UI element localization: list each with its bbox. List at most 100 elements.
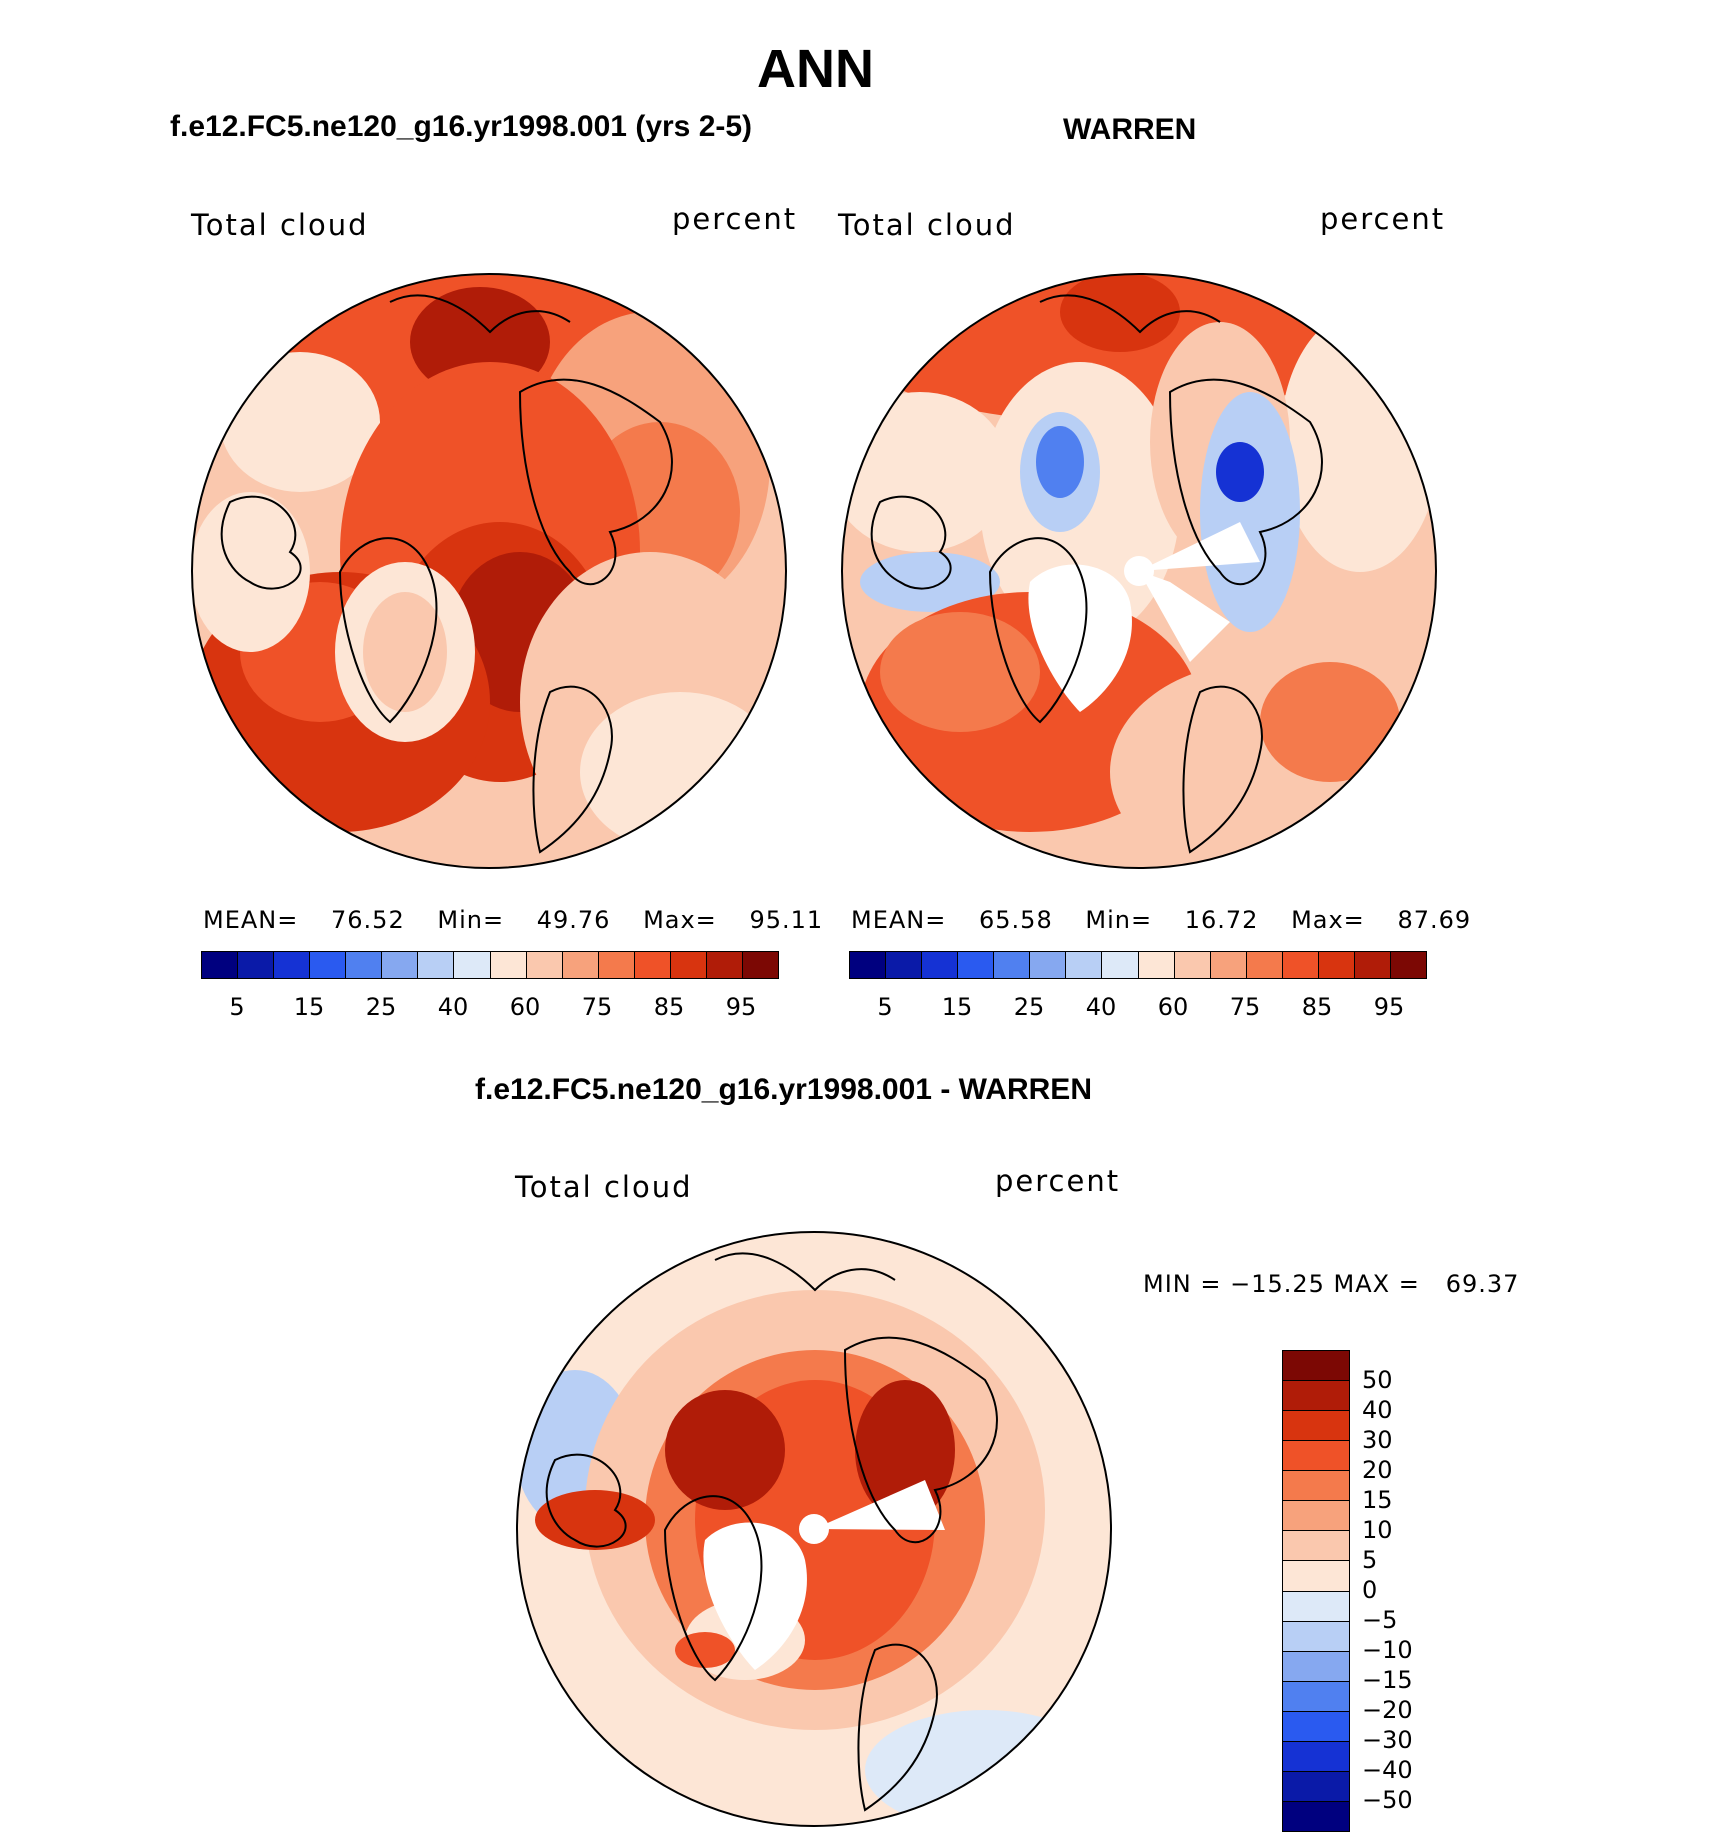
panel2-max-value: 87.69 bbox=[1397, 906, 1472, 934]
diff-colorbar-swatch bbox=[1283, 1501, 1349, 1532]
panel2-colorbar-swatch bbox=[922, 952, 959, 978]
diff-colorbar-tick-label: 15 bbox=[1362, 1486, 1393, 1514]
diff-colorbar-swatch bbox=[1283, 1621, 1349, 1652]
diff-colorbar-swatch bbox=[1283, 1381, 1349, 1412]
panel2-colorbar-swatch bbox=[1102, 952, 1139, 978]
panel1-colorbar-tick-label: 95 bbox=[725, 993, 757, 1021]
panel1-colorbar-swatch bbox=[274, 952, 311, 978]
panel1-colorbar-swatch bbox=[706, 952, 743, 978]
diff-colorbar-tick-label: −50 bbox=[1362, 1786, 1413, 1814]
diff-units-label: percent bbox=[995, 1164, 1121, 1198]
diff-colorbar-swatch bbox=[1283, 1651, 1349, 1682]
panel1-colorbar-swatch bbox=[346, 952, 383, 978]
diff-colorbar-tick-label: 10 bbox=[1362, 1516, 1393, 1544]
panel2-colorbar-tick-label: 75 bbox=[1229, 993, 1261, 1021]
panel2-colorbar-tick-label: 5 bbox=[877, 993, 893, 1021]
panel2-colorbar-swatch bbox=[1030, 952, 1067, 978]
panel2-max-label: Max= bbox=[1291, 906, 1365, 934]
panel1-colorbar-swatch bbox=[310, 952, 347, 978]
diff-colorbar-tick-label: 50 bbox=[1362, 1366, 1393, 1394]
diff-colorbar-swatch bbox=[1283, 1441, 1349, 1472]
panel1-units-label: percent bbox=[672, 202, 798, 236]
panel2-units-label: percent bbox=[1320, 202, 1446, 236]
panel2-min-value: 16.72 bbox=[1184, 906, 1259, 934]
panel1-colorbar-tick-label: 40 bbox=[437, 993, 469, 1021]
diff-colorbar-tick-label: −30 bbox=[1362, 1726, 1413, 1754]
diff-colorbar-tick-label: 40 bbox=[1362, 1396, 1393, 1424]
panel1-mean-label: MEAN= bbox=[203, 906, 299, 934]
panel1-min-value: 49.76 bbox=[536, 906, 611, 934]
panel2-colorbar-swatch bbox=[1282, 952, 1319, 978]
diff-minmax-label: MIN = −15.25 MAX = 69.37 bbox=[1143, 1270, 1520, 1298]
panel1-colorbar-swatch bbox=[490, 952, 527, 978]
panel1-colorbar-swatch bbox=[454, 952, 491, 978]
panel1-min-label: Min= bbox=[437, 906, 505, 934]
panel2-colorbar-swatch bbox=[1066, 952, 1103, 978]
diff-colorbar-tick-label: −20 bbox=[1362, 1696, 1413, 1724]
panel2-mean-label: MEAN= bbox=[851, 906, 947, 934]
panel1-polar-map bbox=[191, 273, 787, 869]
panel1-colorbar-tick-label: 75 bbox=[581, 993, 613, 1021]
panel1-colorbar-tick-label: 25 bbox=[365, 993, 397, 1021]
panel1-colorbar-swatch bbox=[598, 952, 635, 978]
panel2-colorbar-swatch bbox=[1390, 952, 1426, 978]
diff-colorbar-swatch bbox=[1283, 1681, 1349, 1712]
diff-colorbar-swatch bbox=[1283, 1561, 1349, 1592]
panel1-colorbar-swatch bbox=[382, 952, 419, 978]
panel2-colorbar-swatch bbox=[994, 952, 1031, 978]
panel1-colorbar-swatch bbox=[526, 952, 563, 978]
diff-colorbar-swatch bbox=[1283, 1591, 1349, 1622]
diff-colorbar-tick-label: 30 bbox=[1362, 1426, 1393, 1454]
panel1-colorbar-tick-label: 15 bbox=[293, 993, 325, 1021]
diff-colorbar-swatch bbox=[1283, 1801, 1349, 1831]
panel2-colorbar-swatch bbox=[886, 952, 923, 978]
diff-colorbar-tick-label: 0 bbox=[1362, 1576, 1378, 1604]
panel1-colorbar-tick-label: 60 bbox=[509, 993, 541, 1021]
panel1-colorbar-swatch bbox=[742, 952, 778, 978]
panel2-mean-value: 65.58 bbox=[979, 906, 1053, 934]
panel2-colorbar-tick-label: 25 bbox=[1013, 993, 1045, 1021]
panel2-colorbar-tick-label: 85 bbox=[1301, 993, 1333, 1021]
diff-colorbar-tick-label: 5 bbox=[1362, 1546, 1378, 1574]
panel2-colorbar-swatch bbox=[1354, 952, 1391, 978]
panel1-max-value: 95.11 bbox=[749, 906, 824, 934]
panel1-colorbar bbox=[201, 951, 779, 979]
diff-polar-map bbox=[516, 1231, 1112, 1827]
panel2-colorbar-swatch bbox=[850, 952, 887, 978]
diff-colorbar-swatch bbox=[1283, 1711, 1349, 1742]
diff-colorbar-tick-label: −40 bbox=[1362, 1756, 1413, 1784]
diff-colorbar-swatch bbox=[1283, 1411, 1349, 1442]
panel1-colorbar-tick-label: 5 bbox=[229, 993, 245, 1021]
panel1-mean-value: 76.52 bbox=[331, 906, 405, 934]
diff-colorbar-swatch bbox=[1283, 1771, 1349, 1802]
panel2-colorbar-swatch bbox=[1174, 952, 1211, 978]
panel1-colorbar-swatch bbox=[418, 952, 455, 978]
figure-title: ANN bbox=[757, 39, 874, 99]
diff-colorbar-swatch bbox=[1283, 1351, 1349, 1382]
panel1-colorbar-swatch bbox=[238, 952, 275, 978]
panel1-heading: f.e12.FC5.ne120_g16.yr1998.001 (yrs 2-5) bbox=[170, 110, 753, 143]
diff-colorbar-tick-label: 20 bbox=[1362, 1456, 1393, 1484]
diff-colorbar-swatch bbox=[1283, 1531, 1349, 1562]
diff-heading: f.e12.FC5.ne120_g16.yr1998.001 - WARREN bbox=[475, 1073, 1092, 1106]
panel2-min-label: Min= bbox=[1085, 906, 1153, 934]
panel1-colorbar-swatch bbox=[562, 952, 599, 978]
panel1-variable-label: Total cloud bbox=[191, 208, 369, 242]
panel2-colorbar-swatch bbox=[1246, 952, 1283, 978]
panel2-polar-map bbox=[841, 273, 1437, 869]
panel1-max-label: Max= bbox=[643, 906, 717, 934]
diff-colorbar-tick-label: −5 bbox=[1362, 1606, 1398, 1634]
panel2-variable-label: Total cloud bbox=[838, 208, 1016, 242]
panel1-colorbar-tick-label: 85 bbox=[653, 993, 685, 1021]
panel2-colorbar-swatch bbox=[1318, 952, 1355, 978]
panel2-colorbar-tick-label: 60 bbox=[1157, 993, 1189, 1021]
diff-colorbar-tick-label: −10 bbox=[1362, 1636, 1413, 1664]
diff-colorbar-tick-label: −15 bbox=[1362, 1666, 1413, 1694]
panel2-colorbar-tick-label: 15 bbox=[941, 993, 973, 1021]
panel1-colorbar-swatch bbox=[670, 952, 707, 978]
diff-colorbar-swatch bbox=[1283, 1471, 1349, 1502]
diff-colorbar-swatch bbox=[1283, 1741, 1349, 1772]
panel2-colorbar-tick-label: 95 bbox=[1373, 993, 1405, 1021]
panel2-colorbar bbox=[849, 951, 1427, 979]
diff-variable-label: Total cloud bbox=[515, 1170, 693, 1204]
